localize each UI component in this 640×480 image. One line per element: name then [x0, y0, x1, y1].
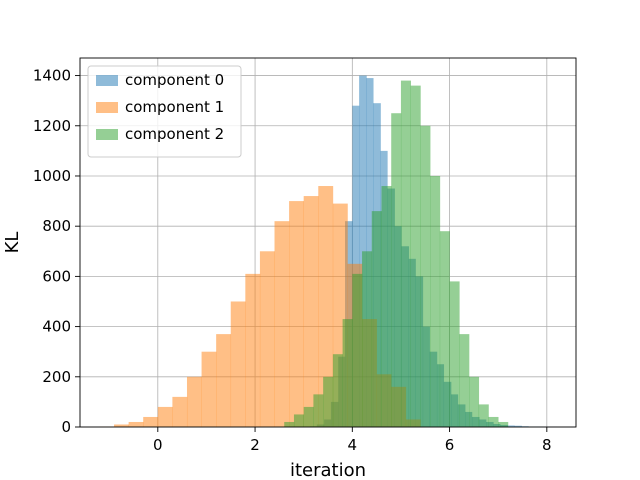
histogram-bar	[381, 186, 392, 427]
legend-swatch	[96, 102, 118, 113]
legend-box	[87, 65, 242, 158]
histogram-bar	[400, 80, 411, 428]
histogram-bar	[157, 406, 173, 427]
histogram-bar	[186, 376, 202, 427]
histogram-bar	[514, 425, 522, 427]
legend-swatch	[96, 75, 118, 86]
histogram-bar	[172, 396, 188, 427]
histogram-bar	[114, 424, 129, 427]
plot-frame	[79, 57, 577, 428]
legend-label: component 2	[125, 125, 224, 143]
histogram-bars	[99, 75, 557, 428]
y-tick-label: 800	[42, 217, 71, 235]
y-tick-label: 1200	[33, 117, 71, 135]
histogram-bar	[430, 175, 441, 427]
histogram-bar	[284, 421, 295, 427]
histogram-bar	[289, 201, 304, 427]
histogram-bar	[362, 251, 373, 427]
histogram-bar	[332, 354, 343, 427]
x-tick-label: 4	[348, 436, 358, 454]
legend-label: component 0	[125, 71, 224, 89]
x-tick-label: 0	[153, 436, 163, 454]
histogram-bar	[469, 376, 480, 427]
y-axis-label: KL	[2, 232, 23, 254]
histogram-bar	[274, 221, 290, 427]
x-tick-label: 8	[542, 436, 552, 454]
histogram-bar	[342, 319, 353, 427]
histogram-bar	[478, 404, 489, 427]
histogram-bar	[410, 85, 421, 427]
histogram-bar	[439, 231, 450, 427]
legend-entries: component 0 component 1 component 2	[96, 71, 224, 143]
histogram-bar	[420, 125, 431, 427]
histogram-bar	[449, 281, 460, 427]
histogram-bar	[245, 273, 261, 427]
histogram-bar	[128, 421, 144, 427]
y-tick-label: 400	[42, 318, 71, 336]
y-tick-label: 200	[42, 368, 71, 386]
histogram-bar	[352, 273, 363, 427]
histogram-bar	[216, 334, 232, 427]
histogram-bar	[303, 196, 319, 427]
axis-ticks: 0 2 4 6 8 0 200 400 600 800 1000 1200 1400	[33, 67, 552, 454]
x-axis-label: iteration	[290, 460, 366, 480]
histogram-bar	[323, 376, 334, 427]
histogram-bar	[201, 351, 217, 427]
histogram-bar	[459, 334, 470, 427]
y-tick-label: 600	[42, 267, 71, 285]
histogram-bar	[293, 414, 304, 427]
histogram-bar	[303, 406, 314, 427]
histogram-bar	[488, 416, 499, 427]
histogram-bar	[259, 251, 275, 427]
series-2-bars	[284, 80, 509, 428]
x-tick-label: 6	[445, 436, 455, 454]
y-tick-label: 1400	[33, 67, 71, 85]
histogram-bar	[230, 301, 246, 427]
histogram-bar	[313, 394, 324, 427]
histogram-bar	[318, 186, 334, 427]
histogram-bar	[498, 421, 509, 427]
x-tick-label: 2	[250, 436, 260, 454]
histogram-bar	[391, 113, 402, 427]
y-tick-label: 1000	[33, 167, 71, 185]
legend-label: component 1	[125, 98, 224, 116]
histogram-bar	[371, 211, 382, 427]
legend: component 0 component 1 component 2	[87, 65, 242, 158]
histogram-bar	[507, 425, 515, 427]
legend-swatch	[96, 129, 118, 140]
histogram-bar	[143, 416, 159, 427]
y-tick-label: 0	[61, 418, 71, 436]
